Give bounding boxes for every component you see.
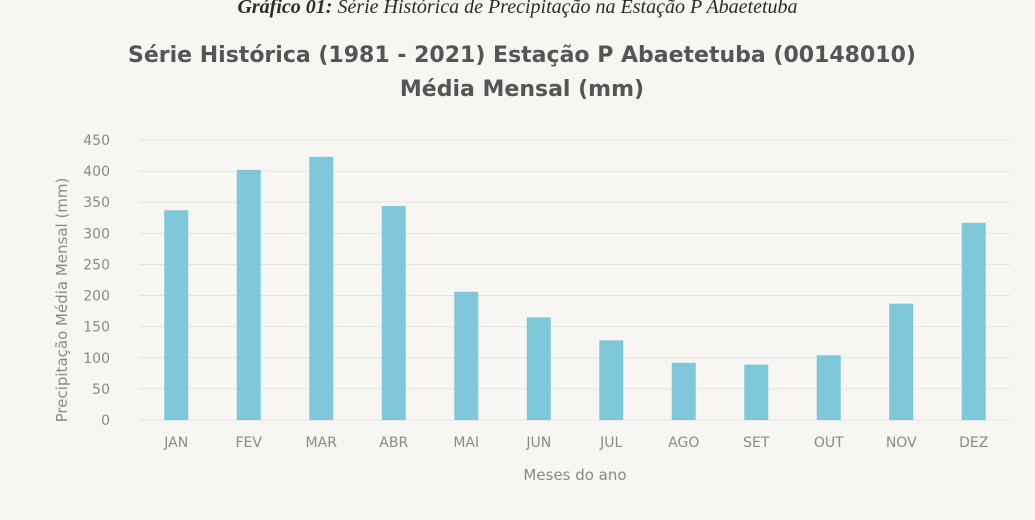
bar-mar xyxy=(309,156,334,421)
y-tick-label: 0 xyxy=(101,413,110,429)
y-axis-label: Precipitação Média Mensal (mm) xyxy=(53,178,71,423)
bar-abr xyxy=(381,205,406,420)
x-tick-label: ABR xyxy=(379,435,408,451)
x-tick-label: MAR xyxy=(306,435,338,451)
y-tick-label: 150 xyxy=(83,320,110,336)
bar-jan xyxy=(164,210,189,420)
x-tick-label: JAN xyxy=(163,435,188,451)
y-tick-label: 450 xyxy=(83,133,110,149)
y-tick-label: 400 xyxy=(83,164,110,180)
gridlines xyxy=(140,139,1010,421)
bar-mai xyxy=(454,291,479,420)
x-tick-label: AGO xyxy=(668,435,699,451)
bar-jul xyxy=(599,340,624,420)
y-tick-label: 100 xyxy=(83,351,110,367)
bar-dez xyxy=(961,222,986,420)
x-tick-label: SET xyxy=(743,435,770,451)
y-tick-label: 350 xyxy=(83,195,110,211)
bar-jun xyxy=(526,317,551,420)
bar-set xyxy=(744,364,769,420)
x-tick-label: FEV xyxy=(236,435,263,451)
x-tick-label: OUT xyxy=(814,435,844,451)
y-tick-label: 200 xyxy=(83,289,110,305)
y-tick-label: 50 xyxy=(92,382,110,398)
chart-subtitle: Média Mensal (mm) xyxy=(400,77,644,102)
x-tick-label: DEZ xyxy=(959,435,988,451)
caption-label: Gráfico 01: xyxy=(237,0,333,18)
x-axis-ticks: JAN FEV MAR ABR MAI JUN JUL AGO SET OUT NOV DEZ xyxy=(163,435,988,451)
bar-nov xyxy=(889,303,914,420)
bar-ago xyxy=(671,362,696,420)
x-tick-label: NOV xyxy=(886,435,917,451)
x-axis-label: Meses do ano xyxy=(523,466,626,484)
figure-caption: Gráfico 01: Série Histórica de Precipita… xyxy=(0,0,1035,22)
y-tick-label: 300 xyxy=(83,226,110,242)
x-tick-label: JUL xyxy=(599,435,622,451)
caption-text: Série Histórica de Precipitação na Estaç… xyxy=(332,0,798,18)
bars xyxy=(164,156,986,421)
y-axis-ticks: 0 50 100 150 200 250 300 350 400 450 xyxy=(83,133,110,429)
y-tick-label: 250 xyxy=(83,257,110,273)
x-tick-label: MAI xyxy=(453,435,479,451)
x-tick-label: JUN xyxy=(525,435,551,451)
chart-title: Série Histórica (1981 - 2021) Estação P … xyxy=(128,43,916,68)
bar-out xyxy=(816,355,841,420)
bar-fev xyxy=(236,169,261,420)
